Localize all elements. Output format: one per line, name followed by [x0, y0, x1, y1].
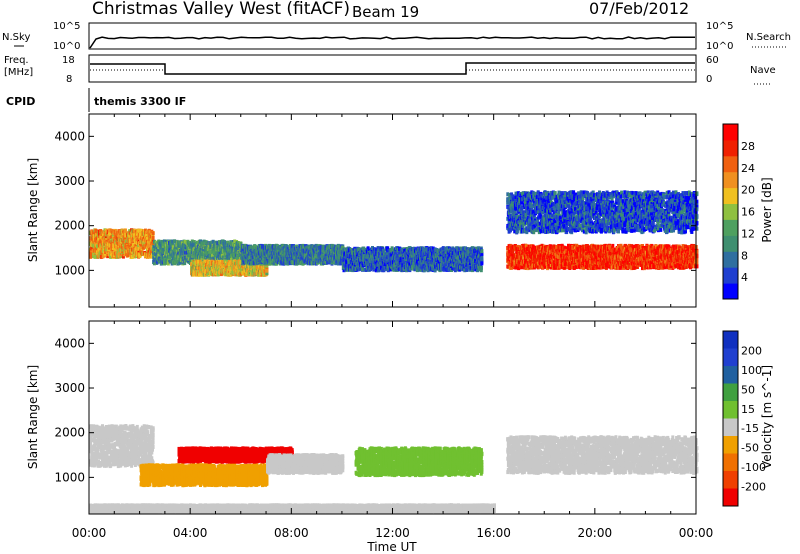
scatter-cell: [124, 233, 128, 238]
scatter-cell: [219, 248, 223, 253]
scatter-cell: [269, 261, 273, 266]
scatter-cell: [183, 250, 187, 255]
scatter-cell: [178, 260, 182, 265]
scatter-cell: [97, 247, 101, 252]
nave-label: Nave: [750, 65, 776, 76]
nsky-panel: [88, 22, 697, 50]
scatter-cell: [183, 261, 187, 266]
station-title: Christmas Valley West (fitACF): [92, 0, 350, 19]
scatter-cell: [130, 254, 134, 259]
scatter-cell: [145, 236, 149, 241]
scatter-cell: [261, 244, 264, 249]
scatter-cell: [274, 261, 278, 266]
scatter-cell: [237, 241, 240, 246]
scatter-cell: [93, 254, 97, 259]
scatter-cell: [91, 230, 95, 235]
scatter-cell: [108, 228, 112, 233]
scatter-cell: [89, 249, 93, 254]
scatter-cell: [173, 239, 177, 244]
scatter-cell: [146, 247, 150, 252]
scatter-cell: [195, 240, 199, 245]
scatter-cell: [151, 236, 155, 240]
scatter-cell: [119, 241, 123, 246]
nsky-label: N.Sky: [2, 32, 30, 43]
scatter-cell: [123, 248, 127, 253]
nsearch-label: N.Search: [746, 32, 791, 43]
scatter-cell: [123, 228, 127, 233]
scatter-cell: [152, 239, 156, 244]
scatter-cell: [96, 244, 99, 249]
scatter-cell: [145, 229, 149, 234]
scatter-cell: [235, 245, 239, 250]
scatter-cell: [120, 252, 124, 257]
scatter-cell: [129, 243, 133, 247]
scatter-cell: [97, 236, 101, 241]
scatter-cell: [153, 256, 157, 261]
freq-trace: [90, 62, 695, 75]
power-plot: [89, 190, 699, 277]
scatter-cell: [168, 253, 172, 258]
scatter-cell: [163, 259, 166, 264]
scatter-cell: [173, 259, 177, 264]
freq-panel: [88, 54, 697, 83]
nave-tick-top: 60: [706, 55, 719, 66]
scatter-cell: [192, 240, 196, 244]
scatter-cell: [265, 271, 269, 275]
scatter-cell: [180, 246, 184, 251]
scatter-cell: [104, 236, 108, 240]
beam-label: Beam 19: [352, 3, 419, 21]
cpid-label: CPID: [6, 95, 35, 108]
scatter-cell: [171, 242, 175, 247]
scatter-cell: [99, 241, 103, 246]
cpid-value: themis 3300 IF: [94, 95, 186, 108]
freq-tick-top: 18: [62, 55, 75, 66]
nsearch-tick-top: 10^5: [706, 21, 733, 32]
scatter-cell: [265, 268, 269, 273]
scatter-cell: [180, 251, 184, 256]
scatter-cell: [159, 242, 163, 247]
scatter-cell: [175, 255, 179, 260]
freq-tick-bottom: 8: [66, 74, 72, 85]
scatter-cell: [151, 231, 155, 236]
scatter-cell: [109, 232, 113, 237]
scatter-cell: [239, 241, 243, 246]
scatter-cell: [171, 239, 175, 244]
nsearch-tick-bottom: 10^0: [706, 41, 733, 52]
scatter-cell: [252, 261, 256, 266]
scatter-cell: [121, 254, 125, 259]
scatter-cell: [212, 256, 216, 261]
freq-label: Freq.: [4, 55, 29, 66]
scatter-cell: [219, 272, 223, 277]
scatter-cell: [211, 250, 214, 255]
scatter-cell: [233, 239, 237, 244]
scatter-cell: [114, 247, 118, 252]
nsky-trace: [89, 36, 695, 49]
scatter-cell: [101, 233, 105, 238]
nsky-tick-top: 10^5: [53, 21, 80, 32]
date-label: 07/Feb/2012: [589, 0, 689, 18]
scatter-cell: [265, 264, 269, 269]
scatter-cell: [97, 231, 101, 236]
scatter-cell: [226, 240, 230, 245]
nave-tick-bottom: 0: [706, 74, 712, 85]
scatter-cell: [114, 237, 118, 242]
scatter-cell: [240, 268, 244, 273]
scatter-cell: [147, 243, 151, 248]
scatter-cell: [99, 238, 103, 243]
scatter-cell: [137, 250, 141, 255]
scatter-cell: [200, 256, 204, 261]
scatter-cell: [109, 254, 113, 259]
scatter-cell: [213, 249, 217, 254]
freq-unit: [MHz]: [4, 67, 33, 78]
scatter-cell: [89, 251, 93, 256]
scatter-cell: [211, 239, 215, 244]
scatter-cell: [157, 253, 161, 258]
scatter-cell: [163, 256, 167, 261]
nsky-tick-bottom: 10^0: [53, 41, 80, 52]
scatter-cell: [195, 248, 199, 253]
scatter-cell: [218, 241, 222, 246]
scatter-cell: [137, 229, 141, 234]
